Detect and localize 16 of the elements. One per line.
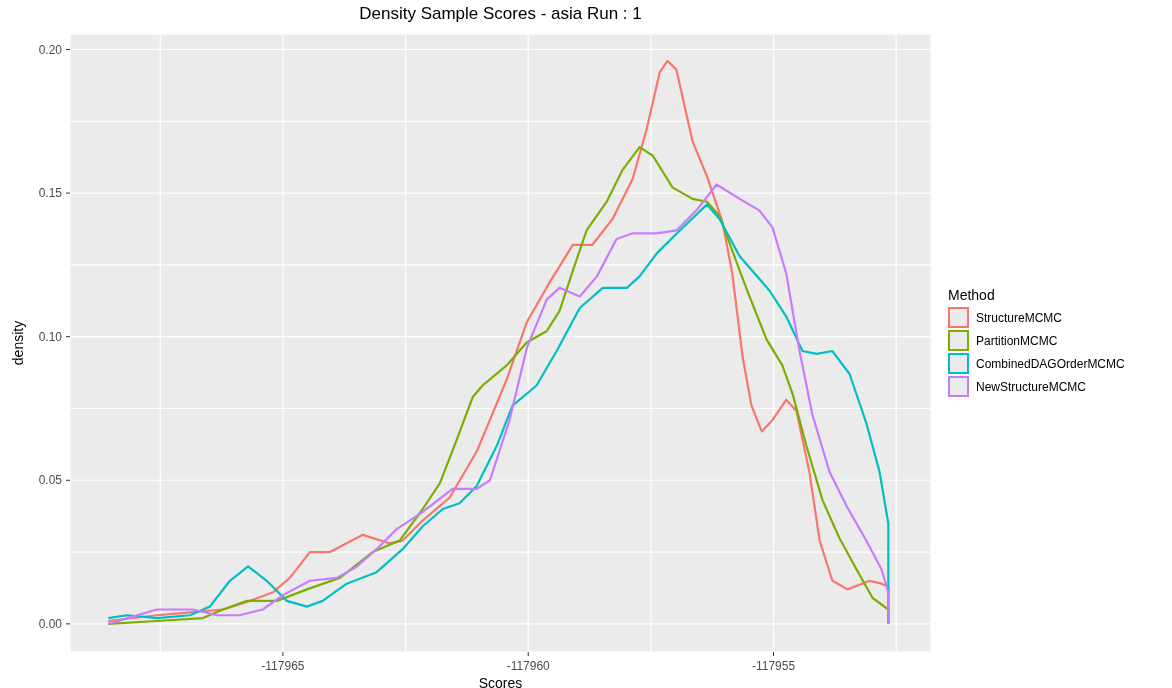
legend-label: StructureMCMC — [976, 310, 1063, 325]
y-tick-label: 0.00 — [38, 616, 63, 631]
chart-title: Density Sample Scores - asia Run : 1 — [358, 4, 643, 24]
y-tick-label: 0.15 — [38, 186, 63, 201]
x-axis-title: Scores — [478, 675, 523, 688]
y-tick-label: 0.20 — [38, 42, 63, 57]
legend-label: PartitionMCMC — [976, 333, 1058, 348]
legend-label: CombinedDAGOrderMCMC — [976, 356, 1125, 371]
x-tick-label: -117960 — [506, 659, 551, 673]
x-tick-label: -117955 — [751, 659, 796, 673]
legend-label: NewStructureMCMC — [976, 379, 1087, 394]
y-tick-label: 0.05 — [38, 473, 63, 488]
x-tick-label: -117965 — [261, 659, 305, 673]
legend-title: Method — [948, 287, 996, 303]
y-tick-label: 0.10 — [38, 329, 63, 344]
y-axis-title: density — [9, 320, 26, 366]
